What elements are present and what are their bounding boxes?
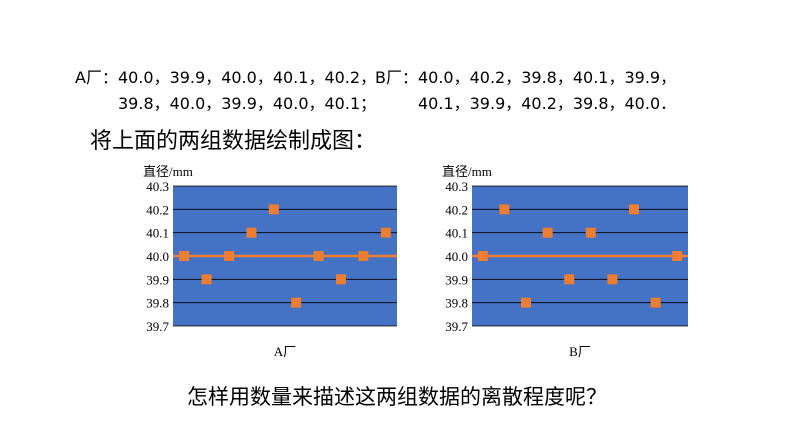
point (179, 251, 190, 261)
text-line: 40.1，39.9，40.2，39.8，40.0． (418, 94, 677, 113)
y-tick-label: 40.0 (445, 249, 468, 264)
y-tick-label: 39.9 (146, 272, 169, 287)
point (499, 204, 510, 215)
point (607, 274, 618, 285)
point (224, 251, 234, 261)
x-axis-label: B厂 (569, 344, 591, 359)
y-tick-label: 40.1 (146, 226, 169, 241)
y-tick-label: 39.8 (445, 296, 468, 311)
y-tick-label: 40.2 (146, 202, 169, 217)
point (380, 227, 391, 238)
point (336, 274, 346, 285)
point (358, 251, 369, 261)
y-tick-label: 40.1 (445, 226, 468, 241)
point (585, 227, 596, 238)
y-tick-label: 40.3 (445, 179, 468, 194)
y-axis-label: 直径/mm (442, 164, 492, 179)
question: 怎样用数量来描述这两组数据的离散程度呢？ (187, 385, 607, 409)
y-tick-label: 39.9 (445, 272, 468, 287)
point (564, 274, 575, 285)
point (201, 274, 212, 285)
point (521, 297, 531, 308)
point (477, 251, 488, 261)
y-tick-label: 39.8 (146, 296, 169, 311)
text-line: B厂：40.0，40.2，39.8，40.1，39.9， (375, 68, 677, 87)
point (246, 227, 257, 238)
text-line: 39.8，40.0，39.9，40.0，40.1； (118, 94, 377, 113)
point (650, 297, 661, 308)
point (542, 227, 553, 238)
point (672, 251, 683, 261)
y-tick-label: 40.3 (146, 179, 169, 194)
y-tick-label: 39.7 (445, 319, 468, 334)
point (313, 251, 324, 261)
x-axis-label: A厂 (274, 344, 296, 359)
y-tick-label: 40.2 (445, 202, 468, 217)
point (291, 297, 302, 308)
y-tick-label: 39.7 (146, 319, 169, 334)
y-axis-label: 直径/mm (143, 164, 193, 179)
heading: 将上面的两组数据绘制成图： (90, 129, 377, 154)
y-tick-label: 40.0 (146, 249, 169, 264)
point (629, 204, 639, 215)
point (268, 204, 279, 215)
text-line: A厂：40.0，39.9，40.0，40.1，40.2， (75, 68, 377, 87)
